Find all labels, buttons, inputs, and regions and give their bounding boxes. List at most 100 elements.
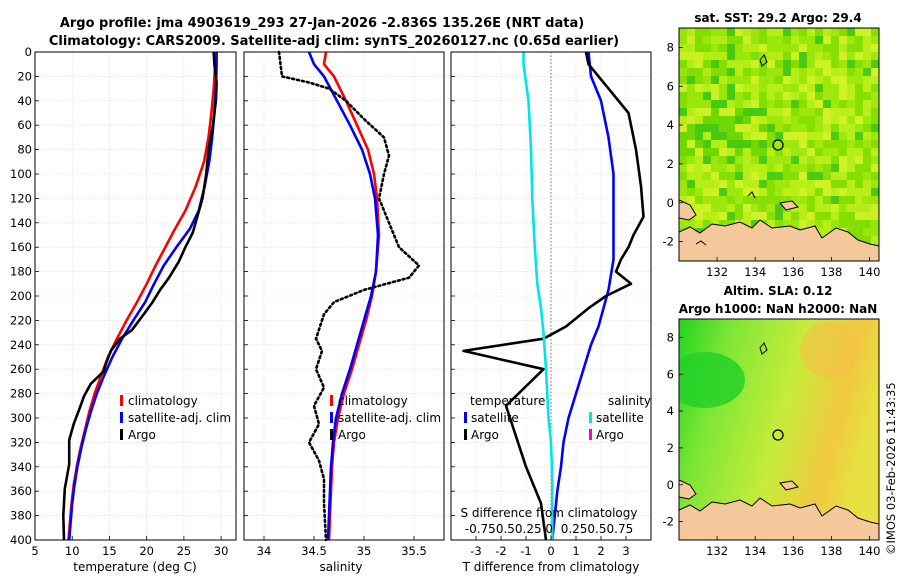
- sst-pixel: [767, 92, 775, 100]
- x-tick-label: 132: [706, 265, 728, 279]
- x-tick-label: 10: [65, 544, 80, 558]
- sst-pixel: [791, 180, 799, 188]
- sst-pixel: [791, 100, 799, 108]
- sst-pixel: [847, 108, 855, 116]
- sst-pixel: [735, 132, 743, 140]
- sst-pixel: [847, 44, 855, 52]
- y-tick-label: 380: [10, 509, 32, 523]
- sst-pixel: [687, 44, 695, 52]
- sst-pixel: [735, 172, 743, 180]
- title-line-1: Argo profile: jma 4903619_293 27-Jan-202…: [60, 16, 584, 31]
- sst-pixel: [679, 148, 687, 156]
- sst-pixel: [799, 84, 807, 92]
- sst-pixel: [703, 76, 711, 84]
- sst-pixel: [799, 172, 807, 180]
- sst-pixel: [687, 100, 695, 108]
- x-tick-label: 138: [820, 265, 842, 279]
- legend-label-satellite: satellite-adj. clim: [338, 411, 441, 425]
- sst-pixel: [839, 212, 847, 220]
- sst-pixel: [775, 148, 783, 156]
- sst-pixel: [767, 84, 775, 92]
- sst-pixel: [815, 116, 823, 124]
- sst-pixel: [695, 60, 703, 68]
- sst-pixel: [687, 52, 695, 60]
- sst-pixel: [871, 220, 879, 228]
- legend-swatch-climatology: [120, 395, 123, 406]
- sst-pixel: [847, 124, 855, 132]
- sst-pixel: [871, 156, 879, 164]
- sst-pixel: [823, 92, 831, 100]
- sst-pixel: [719, 164, 727, 172]
- legend-label-t-satellite: satellite: [471, 411, 519, 425]
- sst-pixel: [711, 164, 719, 172]
- sst-pixel: [775, 116, 783, 124]
- sst-pixel: [871, 124, 879, 132]
- sst-pixel: [727, 116, 735, 124]
- sst-pixel: [759, 84, 767, 92]
- sst-pixel: [847, 196, 855, 204]
- island-palau: [759, 342, 768, 355]
- sst-pixel: [759, 188, 767, 196]
- sst-pixel: [687, 28, 695, 36]
- sst-pixel: [727, 84, 735, 92]
- sla-low-anomaly: [679, 352, 745, 408]
- sst-pixel: [823, 60, 831, 68]
- sst-pixel: [743, 108, 751, 116]
- sst-pixel: [679, 132, 687, 140]
- sst-pixel: [687, 92, 695, 100]
- sst-pixel: [815, 68, 823, 76]
- sst-pixel: [687, 164, 695, 172]
- sst-pixel: [759, 212, 767, 220]
- sst-pixel: [823, 164, 831, 172]
- series-line-argo: [277, 50, 421, 542]
- sst-pixel: [815, 124, 823, 132]
- x-tick-label: 3: [622, 544, 629, 558]
- sst-pixel: [703, 204, 711, 212]
- sst-pixel: [855, 60, 863, 68]
- sst-pixel: [719, 196, 727, 204]
- sst-pixel: [855, 156, 863, 164]
- sst-pixel: [847, 36, 855, 44]
- sst-pixel: [807, 196, 815, 204]
- sst-pixel: [815, 108, 823, 116]
- legend-label-argo: Argo: [338, 428, 366, 442]
- sst-pixel: [727, 148, 735, 156]
- sst-pixel: [831, 124, 839, 132]
- sst-pixel: [735, 148, 743, 156]
- sst-pixel: [719, 124, 727, 132]
- sst-pixel: [783, 172, 791, 180]
- sst-pixel: [815, 164, 823, 172]
- sst-pixel: [767, 68, 775, 76]
- sst-pixel: [791, 68, 799, 76]
- y-tick-label: 160: [10, 240, 32, 254]
- sst-pixel: [759, 164, 767, 172]
- legend-label-s-satellite: satellite: [596, 411, 644, 425]
- y-tick-label: 340: [10, 460, 32, 474]
- sst-pixel: [839, 156, 847, 164]
- sst-pixel: [679, 116, 687, 124]
- sst-pixel: [831, 188, 839, 196]
- sst-pixel: [727, 212, 735, 220]
- sst-pixel: [735, 204, 743, 212]
- sst-pixel: [775, 100, 783, 108]
- sst-pixel: [871, 196, 879, 204]
- sst-pixel: [735, 164, 743, 172]
- sst-pixel: [823, 28, 831, 36]
- sst-pixel: [847, 156, 855, 164]
- sst-pixel: [815, 212, 823, 220]
- sst-pixel: [695, 148, 703, 156]
- sst-pixel: [855, 84, 863, 92]
- island-coast-1: [747, 191, 756, 199]
- legend-swatch-s-argo: [589, 429, 592, 440]
- sst-pixel: [743, 28, 751, 36]
- sst-pixel: [751, 148, 759, 156]
- sst-pixel: [863, 148, 871, 156]
- sst-pixel: [727, 124, 735, 132]
- sst-pixel: [735, 196, 743, 204]
- sst-pixel: [711, 52, 719, 60]
- sst-pixel: [695, 196, 703, 204]
- sst-pixel: [791, 156, 799, 164]
- sst-pixel: [871, 116, 879, 124]
- sst-pixel: [679, 156, 687, 164]
- sst-pixel: [775, 68, 783, 76]
